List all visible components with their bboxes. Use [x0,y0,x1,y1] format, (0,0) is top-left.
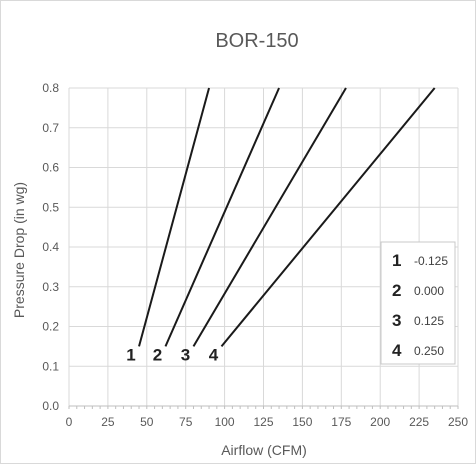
series-label-1: 1 [126,345,135,364]
legend-number-4: 4 [392,341,402,360]
x-tick-label: 0 [66,415,73,429]
x-axis-ticks: 0 25 50 75 100 125 150 175 200 225 250 [66,415,469,429]
y-tick-label: 0.2 [42,320,59,334]
y-tick-label: 0.3 [42,280,59,294]
x-tick-label: 50 [140,415,154,429]
x-tick-label: 75 [179,415,193,429]
x-tick-label: 225 [409,415,429,429]
series-line-2 [164,87,280,347]
x-axis-label: Airflow (CFM) [221,442,307,458]
series-label-2: 2 [153,345,162,364]
y-tick-label: 0.6 [42,161,59,175]
legend-value-1: -0.125 [414,254,448,268]
y-axis-label: Pressure Drop (in wg) [11,182,27,318]
legend-number-3: 3 [392,311,401,330]
y-tick-label: 0.5 [42,200,59,214]
legend: 1 -0.125 2 0.000 3 0.125 4 0.250 [380,241,456,365]
x-tick-label: 200 [370,415,390,429]
legend-box [380,241,456,365]
x-tick-label: 175 [331,415,351,429]
x-tick-label: 25 [101,415,115,429]
legend-value-4: 0.250 [414,344,444,358]
x-tick-label: 250 [448,415,468,429]
legend-number-1: 1 [392,251,401,270]
y-tick-label: 0.1 [42,359,59,373]
series-label-3: 3 [181,345,190,364]
legend-value-2: 0.000 [414,284,444,298]
y-axis-ticks: 0.0 0.1 0.2 0.3 0.4 0.5 0.6 0.7 0.8 [42,81,59,413]
y-tick-label: 0.0 [42,399,59,413]
legend-value-3: 0.125 [414,314,444,328]
x-tick-label: 100 [215,415,235,429]
series-line-4 [220,87,436,348]
chart-title: BOR-150 [215,30,298,52]
y-tick-label: 0.7 [42,121,59,135]
x-tick-label: 150 [292,415,312,429]
series-lines [138,87,436,348]
y-tick-label: 0.8 [42,81,59,95]
legend-number-2: 2 [392,281,401,300]
series-line-1 [138,87,211,347]
series-line-3 [192,87,347,347]
y-tick-label: 0.4 [42,240,59,254]
series-label-4: 4 [209,345,219,364]
x-tick-label: 125 [253,415,273,429]
